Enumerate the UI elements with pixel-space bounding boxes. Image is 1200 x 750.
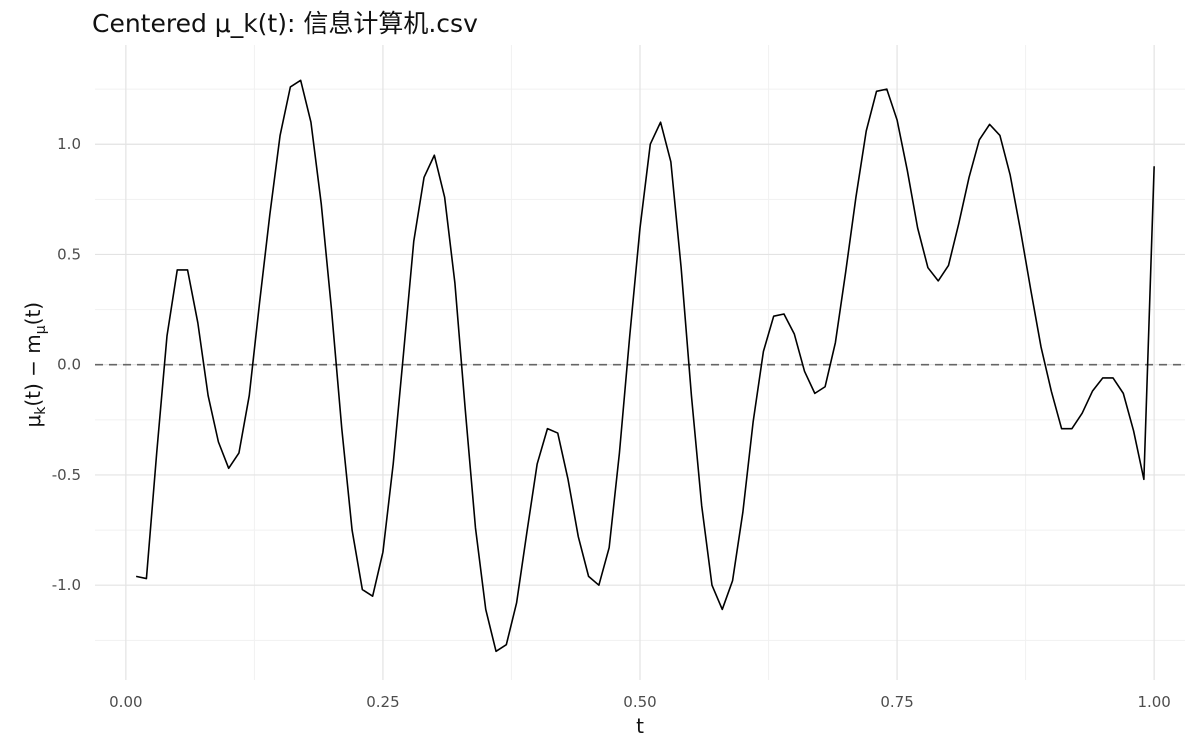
y-tick-label: 0.5 [57,245,81,263]
x-tick-labels: 0.00 0.25 0.50 0.75 1.00 [109,693,1171,711]
chart-title: Centered μ_k(t): 信息计算机.csv [92,9,478,38]
y-axis-title-mu: μ [21,415,45,428]
y-axis-title-sub-mu: μ [33,325,49,334]
y-axis-title-part1: (t) − m [21,334,45,406]
series-line [135,79,1155,653]
x-tick-label: 0.75 [880,693,913,711]
y-axis-title-sub-k: k [33,406,49,415]
x-tick-label: 1.00 [1137,693,1170,711]
y-axis-title: μk(t) − mμ(t) [21,302,49,428]
x-axis-title: t [636,714,644,738]
y-tick-label: -0.5 [52,466,81,484]
y-tick-label: 1.0 [57,135,81,153]
major-gridlines [95,45,1185,680]
x-tick-label: 0.25 [366,693,399,711]
x-tick-label: 0.00 [109,693,142,711]
y-tick-label: -1.0 [52,576,81,594]
y-axis-title-part2: (t) [21,302,45,325]
x-tick-label: 0.50 [623,693,656,711]
y-tick-label: 0.0 [57,356,81,374]
y-tick-labels: -1.0 -0.5 0.0 0.5 1.0 [52,135,81,594]
